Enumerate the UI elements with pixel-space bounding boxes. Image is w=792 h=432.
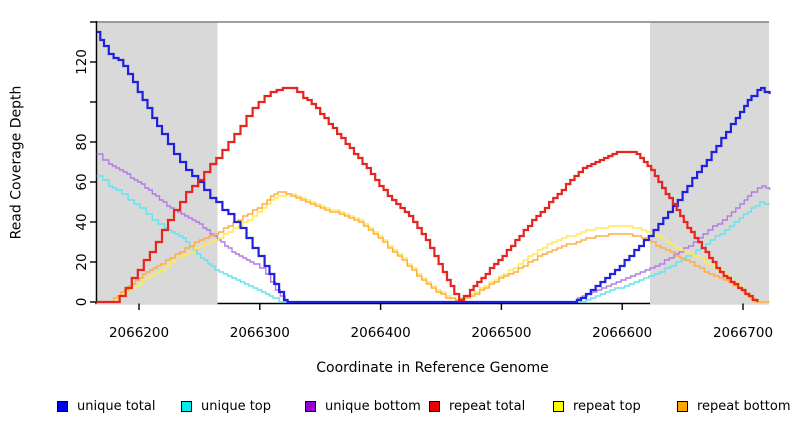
- legend-label: unique total: [77, 399, 156, 414]
- legend-label: unique bottom: [325, 399, 421, 414]
- legend-swatch-repeat-total: [429, 401, 440, 412]
- x-tick-label: 2066600: [592, 325, 652, 341]
- legend-item-unique-top: unique top: [181, 399, 271, 414]
- x-tick-label: 2066400: [351, 325, 411, 341]
- x-tick-label: 2066500: [471, 325, 531, 341]
- series-line-unique-total: [96, 30, 771, 304]
- x-tick-label: 2066300: [230, 325, 290, 341]
- legend-item-repeat-top: repeat top: [553, 399, 641, 414]
- y-tick-label: 80: [74, 133, 90, 150]
- y-axis-title: Read Coverage Depth: [8, 85, 25, 240]
- legend-swatch-unique-total: [57, 401, 68, 412]
- y-tick-label: 120: [74, 49, 90, 75]
- legend-swatch-unique-bottom: [305, 401, 316, 412]
- legend-label: repeat bottom: [697, 399, 791, 414]
- legend-swatch-unique-top: [181, 401, 192, 412]
- y-tick-label: 60: [74, 173, 90, 190]
- x-tick-label: 2066200: [109, 325, 169, 341]
- legend-item-unique-bottom: unique bottom: [305, 399, 421, 414]
- y-tick-label: 0: [74, 298, 90, 307]
- x-axis-title: Coordinate in Reference Genome: [316, 360, 549, 376]
- legend-item-unique-total: unique total: [57, 399, 155, 414]
- legend-label: unique top: [201, 399, 272, 414]
- legend-item-repeat-bottom: repeat bottom: [677, 399, 791, 414]
- legend-item-repeat-total: repeat total: [429, 399, 525, 414]
- y-tick-label: 20: [74, 253, 90, 270]
- shaded-region-left: [95, 22, 218, 305]
- legend-label: repeat top: [573, 399, 641, 414]
- legend-label: repeat total: [449, 399, 526, 414]
- chart-legend: unique total unique top unique bottom repea…: [0, 399, 792, 415]
- x-tick-label: 2066700: [713, 325, 773, 341]
- series-line-repeat-total: [96, 86, 759, 304]
- series-line-repeat-bottom: [96, 191, 770, 303]
- legend-swatch-repeat-bottom: [677, 401, 688, 412]
- legend-swatch-repeat-top: [553, 401, 564, 412]
- y-tick-label: 40: [74, 213, 90, 230]
